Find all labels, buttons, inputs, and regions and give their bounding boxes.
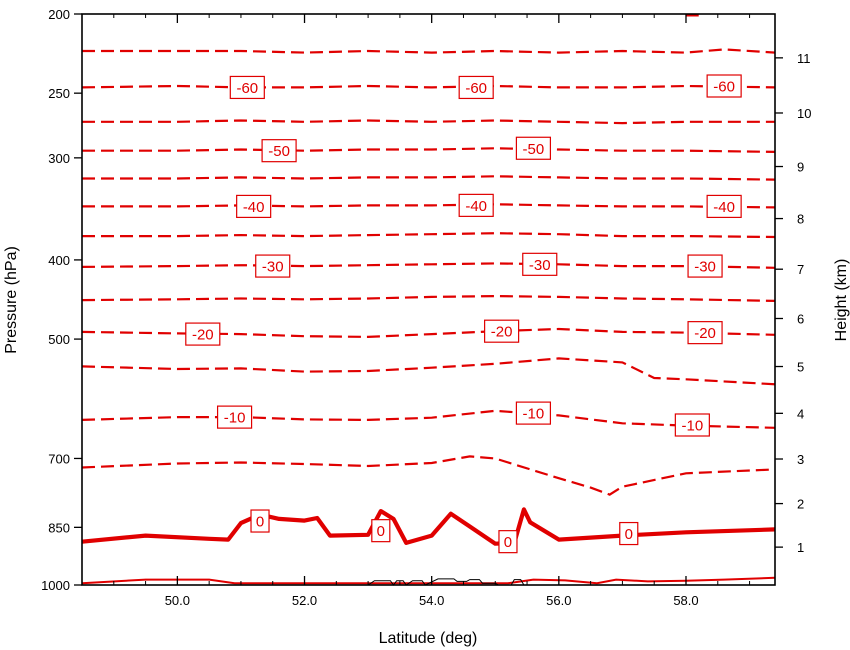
contour-label-4: -50 bbox=[523, 141, 545, 158]
contour-label-20: 0 bbox=[625, 526, 633, 543]
contour-label-box-20 bbox=[619, 521, 639, 546]
p-tick-label-6: 850 bbox=[48, 520, 70, 535]
contour-label-10: -30 bbox=[694, 259, 716, 276]
p-tick-label-4: 500 bbox=[48, 332, 70, 347]
contour-line-14 bbox=[81, 576, 776, 585]
contour-label-18: 0 bbox=[377, 523, 385, 540]
contour-label-box-8 bbox=[255, 254, 291, 278]
contour-line-3 bbox=[82, 147, 776, 153]
contour-line-6 bbox=[82, 232, 776, 239]
contour-label-1: -60 bbox=[465, 80, 487, 97]
x-axis-title: Latitude (deg) bbox=[379, 630, 478, 647]
contour-label-12: -20 bbox=[491, 324, 513, 341]
contour-label-box-12 bbox=[484, 319, 520, 343]
contour-label-box-7 bbox=[706, 194, 742, 219]
p-tick-label-7: 1000 bbox=[41, 578, 70, 593]
contour-label-box-19 bbox=[498, 530, 518, 554]
contour-line-2 bbox=[82, 119, 775, 125]
contour-label-box-2 bbox=[706, 74, 742, 98]
contour-label-13: -20 bbox=[694, 325, 716, 342]
contour-label-box-17 bbox=[250, 509, 270, 533]
contour-line-1 bbox=[81, 84, 776, 89]
x-tick-label-0: 50.0 bbox=[165, 593, 190, 608]
p-tick-label-0: 200 bbox=[48, 7, 70, 22]
contour-label-17: 0 bbox=[256, 514, 264, 531]
contour-line-8 bbox=[81, 294, 776, 302]
left-axis-title: Pressure (hPa) bbox=[3, 246, 20, 354]
p-tick-label-5: 700 bbox=[48, 451, 70, 466]
contour-label-3: -50 bbox=[268, 143, 290, 160]
contour-label-box-10 bbox=[687, 254, 723, 278]
tick-layer: 50.0 52.0 54.0 56.0 58.020025030040050070085… bbox=[41, 7, 811, 608]
right-axis-title: Height (km) bbox=[833, 259, 850, 342]
contour-label-15: -10 bbox=[523, 406, 545, 423]
h-tick-label-6: 7 bbox=[797, 262, 804, 277]
p-tick-label-2: 300 bbox=[48, 151, 70, 166]
x-tick-label-4: 58.0 bbox=[673, 593, 698, 608]
contour-label-box-16 bbox=[674, 413, 710, 437]
h-tick-label-0: 1 bbox=[797, 540, 804, 555]
contour-label-2: -60 bbox=[713, 78, 735, 95]
contour-label-box-3 bbox=[261, 139, 297, 163]
contour-label-9: -30 bbox=[529, 257, 551, 274]
p-tick-label-1: 250 bbox=[48, 86, 70, 101]
contour-line-10 bbox=[81, 357, 776, 386]
h-tick-label-1: 2 bbox=[797, 497, 804, 512]
h-tick-label-9: 10 bbox=[797, 106, 811, 121]
contour-label-box-11 bbox=[185, 322, 221, 346]
h-tick-label-10: 11 bbox=[797, 51, 811, 66]
contour-line-11 bbox=[81, 409, 776, 429]
contour-label-14: -10 bbox=[224, 410, 246, 427]
h-tick-label-4: 5 bbox=[797, 360, 804, 375]
contour-label-16: -10 bbox=[682, 417, 704, 434]
contour-label-box-13 bbox=[687, 321, 723, 345]
h-tick-label-2: 3 bbox=[797, 452, 804, 467]
contour-label-0: -60 bbox=[236, 80, 258, 97]
contour-line-13 bbox=[81, 507, 776, 546]
x-tick-label-3: 56.0 bbox=[546, 593, 571, 608]
h-tick-label-5: 6 bbox=[797, 311, 804, 326]
contour-label-8: -30 bbox=[262, 259, 284, 276]
contour-label-box-9 bbox=[522, 252, 558, 276]
contour-line-7 bbox=[81, 262, 776, 269]
h-tick-label-8: 9 bbox=[797, 160, 804, 175]
contour-label-6: -40 bbox=[465, 198, 487, 215]
contour-line-4 bbox=[82, 175, 776, 181]
contour-label-box-4 bbox=[515, 136, 552, 160]
contour-line-0 bbox=[82, 48, 776, 54]
h-tick-label-7: 8 bbox=[797, 212, 804, 227]
contour-layer bbox=[81, 13, 776, 585]
contour-label-5: -40 bbox=[243, 199, 265, 216]
p-tick-label-3: 400 bbox=[48, 253, 70, 268]
contour-label-layer: -60 -60 -60 -50 -50 -40 -40 -40 -30 -30 -30 -20 -20 -… bbox=[185, 74, 742, 554]
contour-label-box-0 bbox=[229, 75, 265, 100]
x-tick-label-1: 52.0 bbox=[292, 593, 317, 608]
contour-line-12 bbox=[81, 455, 776, 496]
x-tick-label-2: 54.0 bbox=[419, 593, 444, 608]
contour-label-box-5 bbox=[236, 194, 272, 219]
contour-label-box-1 bbox=[458, 75, 494, 100]
contour-line-5 bbox=[82, 203, 776, 209]
contour-label-7: -40 bbox=[713, 199, 735, 216]
h-tick-label-3: 4 bbox=[797, 406, 804, 421]
plot-frame bbox=[81, 13, 776, 586]
contour-label-box-6 bbox=[458, 193, 494, 217]
contour-label-box-14 bbox=[216, 405, 253, 429]
contour-label-box-15 bbox=[515, 401, 552, 425]
contour-label-11: -20 bbox=[192, 327, 214, 344]
contour-label-19: 0 bbox=[504, 534, 512, 551]
contour-label-box-18 bbox=[371, 519, 391, 543]
